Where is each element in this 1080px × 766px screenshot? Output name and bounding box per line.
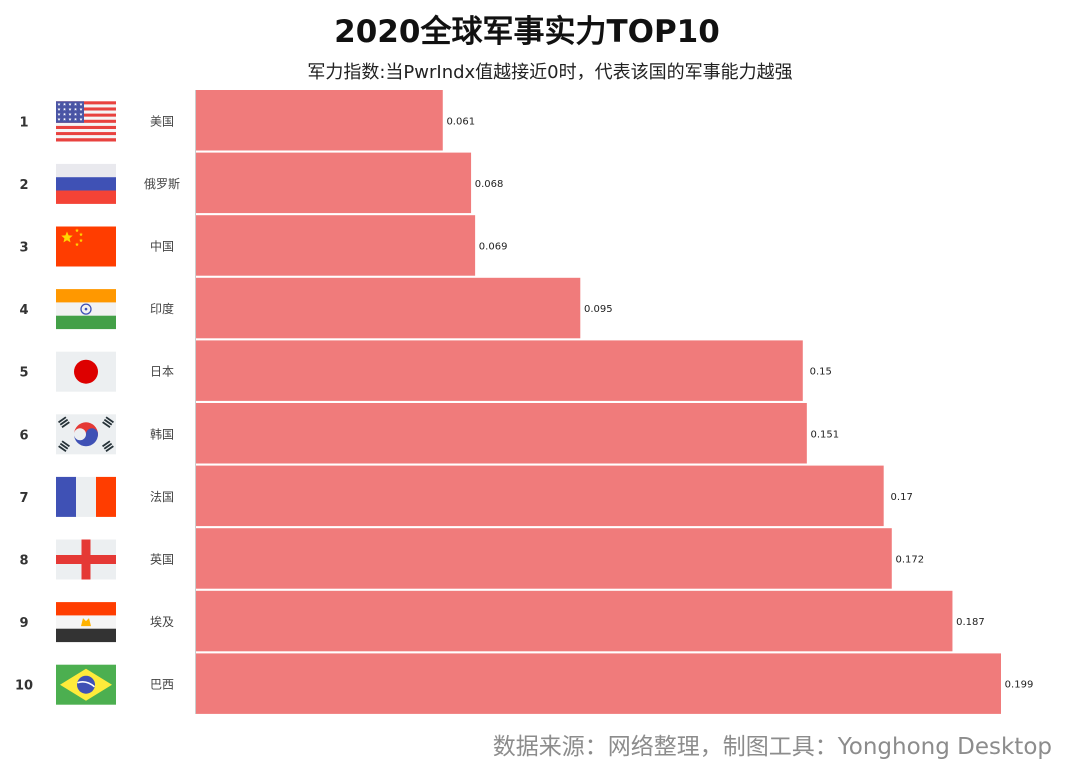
china-flag-icon (56, 226, 116, 267)
value-label: 0.068 (475, 179, 504, 190)
rank-label: 10 (15, 679, 33, 694)
bar (196, 653, 1001, 714)
chart-title: 2020全球军事实力TOP10 (334, 14, 720, 50)
bar (196, 465, 884, 527)
category-label: 法国 (150, 490, 174, 504)
category-label: 埃及 (150, 615, 174, 629)
rank-label: 6 (19, 428, 28, 443)
value-label: 0.15 (810, 367, 832, 378)
england-flag-icon (56, 539, 116, 580)
brazil-flag-icon (56, 664, 116, 705)
south-korea-flag-icon (56, 414, 116, 455)
category-label: 美国 (150, 114, 174, 128)
rank-label: 5 (19, 366, 28, 381)
rank-label: 1 (19, 115, 28, 130)
category-label: 日本 (150, 365, 174, 379)
chart-subtitle: 军力指数:当PwrIndx值越接近0时，代表该国的军事能力越强 (307, 62, 793, 83)
category-label: 俄罗斯 (144, 177, 180, 191)
value-label: 0.069 (479, 242, 508, 253)
bar (196, 215, 476, 276)
value-label: 0.172 (895, 555, 924, 566)
value-label: 0.061 (446, 116, 475, 127)
india-flag-icon (56, 289, 116, 330)
russia-flag-icon (56, 163, 116, 204)
rank-label: 4 (19, 303, 28, 318)
value-label: 0.187 (956, 617, 985, 628)
bar (196, 340, 803, 401)
bar (196, 528, 892, 589)
value-label: 0.17 (891, 492, 913, 503)
category-label: 印度 (150, 301, 174, 316)
value-label: 0.095 (584, 304, 613, 315)
value-label: 0.199 (1005, 680, 1034, 691)
bar (196, 90, 443, 151)
value-label: 0.151 (811, 429, 840, 440)
japan-flag-icon (56, 351, 116, 392)
rank-label: 3 (19, 241, 28, 256)
data-source-note: 数据来源：网络整理，制图工具：Yonghong Desktop (492, 734, 1052, 760)
egypt-flag-icon (56, 602, 116, 643)
category-label: 韩国 (150, 426, 174, 441)
rank-label: 7 (19, 491, 28, 506)
rank-label: 9 (19, 616, 28, 631)
bar (196, 152, 472, 214)
rank-label: 8 (19, 554, 28, 569)
usa-flag-icon (56, 101, 116, 142)
rank-label: 2 (19, 178, 28, 193)
france-flag-icon (56, 476, 116, 517)
category-label: 巴西 (150, 678, 174, 692)
bar (196, 590, 953, 652)
bar (196, 277, 581, 339)
category-label: 中国 (150, 239, 174, 254)
bar (196, 403, 807, 464)
category-label: 英国 (150, 553, 174, 567)
